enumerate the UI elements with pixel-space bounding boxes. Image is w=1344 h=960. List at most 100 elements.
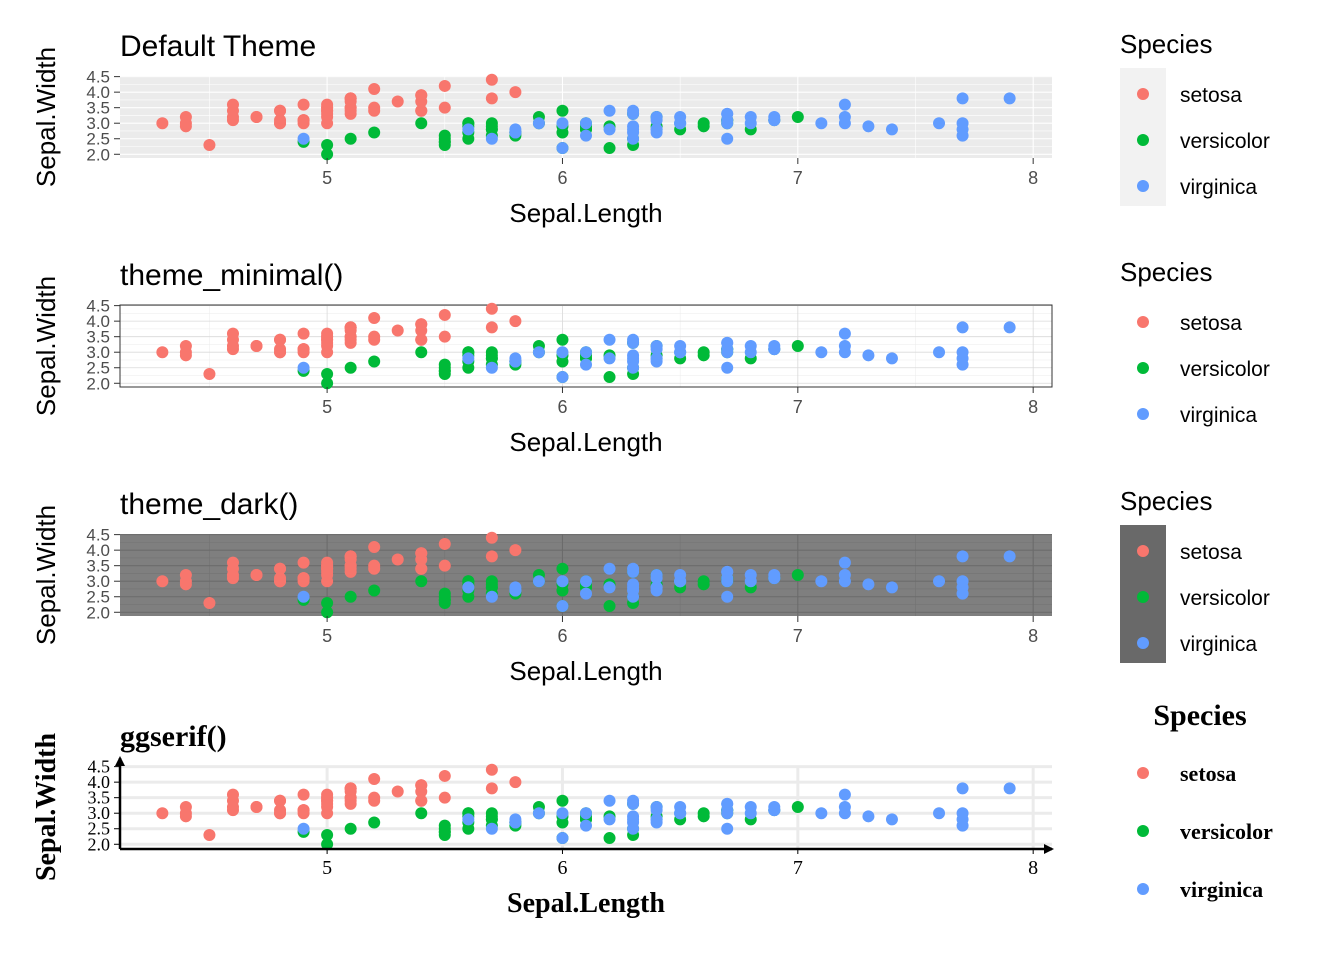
y-axis-title: Sepal.Width	[31, 276, 61, 416]
data-point-versicolor	[603, 832, 616, 845]
data-point-virginica	[485, 132, 498, 145]
data-point-versicolor	[791, 111, 804, 123]
data-point-virginica	[885, 813, 898, 826]
data-point-setosa	[156, 346, 169, 359]
data-point-virginica	[556, 832, 569, 845]
y-tick-label: 4.0	[88, 772, 111, 792]
data-point-setosa	[297, 804, 310, 817]
data-point-virginica	[956, 117, 969, 130]
data-point-setosa	[415, 779, 428, 792]
data-point-virginica	[721, 117, 734, 130]
data-point-virginica	[838, 327, 851, 340]
data-point-virginica	[580, 358, 592, 371]
data-point-virginica	[627, 813, 640, 826]
data-point-virginica	[956, 346, 969, 359]
data-point-virginica	[650, 114, 663, 127]
data-point-virginica	[744, 340, 757, 352]
data-point-setosa	[344, 794, 357, 807]
data-point-setosa	[226, 98, 239, 111]
data-point-virginica	[297, 822, 310, 835]
data-point-versicolor	[438, 587, 451, 600]
data-point-versicolor	[415, 346, 428, 359]
data-point-versicolor	[368, 126, 381, 139]
y-tick-label: 3.5	[86, 557, 110, 576]
data-point-virginica	[1003, 782, 1016, 795]
data-point-virginica	[721, 565, 734, 578]
legend-serif: Species setosa versicolor virginica	[1137, 699, 1273, 902]
data-point-setosa	[274, 346, 287, 359]
data-point-virginica	[956, 92, 969, 105]
data-point-setosa	[274, 575, 287, 588]
data-point-setosa	[203, 828, 216, 841]
data-point-setosa	[321, 797, 334, 810]
data-point-virginica	[650, 581, 663, 594]
plot-panel-serif: 5 6 7 8 2.02.53.03.54.04.5 ggserif() Sepal.Len…	[31, 720, 1054, 919]
legend-label-setosa: setosa	[1180, 761, 1236, 786]
data-point-virginica	[1003, 321, 1016, 334]
legend-key-virginica	[1137, 637, 1149, 649]
data-point-setosa	[344, 104, 357, 117]
data-point-virginica	[509, 355, 522, 368]
data-point-setosa	[226, 327, 239, 340]
data-point-setosa	[250, 340, 263, 352]
y-tick-label: 3.0	[86, 572, 110, 591]
data-point-virginica	[933, 575, 946, 588]
data-point-setosa	[226, 569, 239, 581]
data-point-virginica	[862, 120, 875, 133]
data-point-virginica	[744, 569, 757, 581]
data-point-setosa	[250, 801, 263, 813]
data-point-virginica	[603, 562, 616, 575]
data-point-virginica	[462, 813, 475, 826]
data-point-setosa	[156, 575, 169, 588]
panel-border	[119, 304, 1053, 388]
data-point-virginica	[721, 797, 734, 810]
legend-title: Species	[1120, 257, 1213, 287]
data-point-virginica	[721, 346, 734, 359]
data-point-virginica	[485, 590, 498, 603]
data-point-versicolor	[415, 575, 428, 588]
x-tick-label: 8	[1028, 168, 1038, 188]
x-tick-label: 5	[322, 168, 332, 188]
data-point-virginica	[885, 581, 898, 594]
data-point-versicolor	[697, 575, 710, 588]
data-point-virginica	[532, 807, 545, 820]
data-point-virginica	[721, 590, 734, 603]
data-point-versicolor	[697, 346, 710, 359]
data-point-virginica	[556, 117, 569, 130]
legend-key-versicolor	[1137, 362, 1149, 374]
data-point-setosa	[415, 562, 428, 575]
data-point-virginica	[1003, 92, 1016, 105]
data-point-setosa	[179, 801, 192, 813]
data-point-virginica	[603, 581, 616, 594]
data-point-virginica	[956, 782, 969, 795]
data-point-setosa	[368, 312, 381, 325]
y-axis-title: Sepal.Width	[31, 47, 61, 187]
data-point-versicolor	[556, 816, 569, 829]
data-point-versicolor	[321, 606, 334, 619]
y-tick-label: 2.0	[86, 603, 110, 622]
data-point-versicolor	[791, 801, 804, 813]
x-axis-title: Sepal.Length	[509, 198, 662, 228]
data-point-setosa	[438, 308, 451, 321]
data-point-versicolor	[438, 819, 451, 832]
data-point-virginica	[603, 794, 616, 807]
data-point-virginica	[744, 801, 757, 813]
data-point-versicolor	[438, 129, 451, 142]
data-point-virginica	[815, 117, 828, 130]
data-point-virginica	[838, 346, 851, 359]
x-tick-label: 7	[793, 857, 803, 879]
y-axis-title: Sepal.Width	[31, 505, 61, 645]
data-point-virginica	[603, 333, 616, 346]
data-point-virginica	[556, 575, 569, 588]
data-point-versicolor	[556, 584, 569, 597]
data-point-setosa	[391, 324, 404, 337]
x-tick-label: 8	[1028, 626, 1038, 646]
data-point-virginica	[627, 562, 640, 575]
data-point-setosa	[321, 336, 334, 349]
data-point-setosa	[226, 556, 239, 569]
data-point-versicolor	[556, 126, 569, 139]
legend-label-virginica: virginica	[1180, 877, 1263, 902]
x-tick-label: 6	[557, 168, 567, 188]
legend-key-virginica	[1137, 408, 1149, 420]
legend-key-setosa	[1137, 316, 1149, 328]
